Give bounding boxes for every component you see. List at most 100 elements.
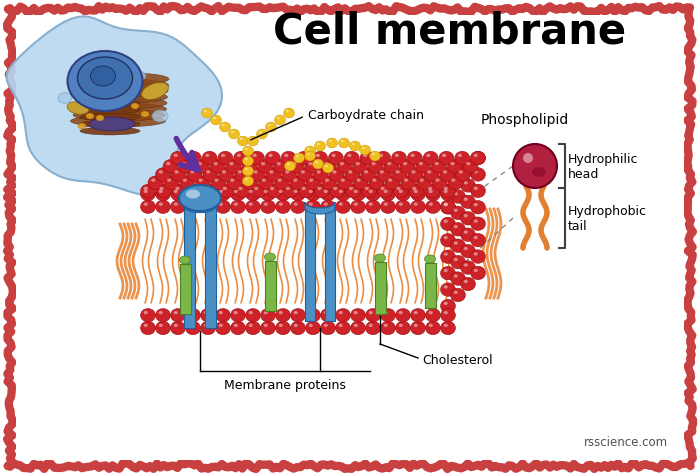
Ellipse shape <box>242 147 253 157</box>
Ellipse shape <box>265 152 280 165</box>
Ellipse shape <box>440 188 456 201</box>
Ellipse shape <box>78 58 132 100</box>
Ellipse shape <box>80 100 140 108</box>
Ellipse shape <box>440 185 456 198</box>
Ellipse shape <box>369 177 384 190</box>
Ellipse shape <box>188 185 203 198</box>
Ellipse shape <box>426 200 440 214</box>
Ellipse shape <box>304 152 316 162</box>
Ellipse shape <box>440 169 455 182</box>
Ellipse shape <box>470 201 486 215</box>
Ellipse shape <box>381 188 395 201</box>
Ellipse shape <box>293 179 298 182</box>
Ellipse shape <box>423 152 438 165</box>
Ellipse shape <box>179 257 190 265</box>
Ellipse shape <box>385 177 400 190</box>
Ellipse shape <box>266 169 281 182</box>
Ellipse shape <box>369 190 373 194</box>
Ellipse shape <box>440 201 456 215</box>
Ellipse shape <box>256 130 267 139</box>
Ellipse shape <box>442 154 446 158</box>
Ellipse shape <box>172 185 187 198</box>
Ellipse shape <box>171 200 186 214</box>
Ellipse shape <box>276 200 290 214</box>
Ellipse shape <box>277 179 281 182</box>
Ellipse shape <box>301 171 305 174</box>
Ellipse shape <box>190 171 195 174</box>
Ellipse shape <box>309 311 313 315</box>
Ellipse shape <box>323 164 333 174</box>
Ellipse shape <box>131 104 139 110</box>
Ellipse shape <box>351 309 365 322</box>
Ellipse shape <box>179 186 221 211</box>
Ellipse shape <box>174 190 178 194</box>
Ellipse shape <box>144 311 148 315</box>
Ellipse shape <box>218 203 223 207</box>
Ellipse shape <box>246 309 260 322</box>
Ellipse shape <box>245 169 248 171</box>
Ellipse shape <box>365 309 381 322</box>
Ellipse shape <box>274 160 288 174</box>
Ellipse shape <box>444 311 448 315</box>
Ellipse shape <box>159 190 163 194</box>
Ellipse shape <box>474 154 478 158</box>
Ellipse shape <box>90 118 134 132</box>
Ellipse shape <box>231 131 234 134</box>
Ellipse shape <box>216 309 230 322</box>
Polygon shape <box>6 17 222 196</box>
Ellipse shape <box>354 203 358 207</box>
Ellipse shape <box>316 171 321 174</box>
Ellipse shape <box>444 302 448 306</box>
Ellipse shape <box>80 121 140 129</box>
Ellipse shape <box>372 154 375 156</box>
Ellipse shape <box>461 179 475 193</box>
Ellipse shape <box>454 176 458 179</box>
Ellipse shape <box>234 152 248 165</box>
Ellipse shape <box>228 130 239 139</box>
Ellipse shape <box>414 190 418 194</box>
Ellipse shape <box>187 169 202 182</box>
Ellipse shape <box>325 179 329 182</box>
Ellipse shape <box>221 154 225 158</box>
Ellipse shape <box>167 179 171 182</box>
Ellipse shape <box>399 203 402 207</box>
Ellipse shape <box>141 112 149 118</box>
Ellipse shape <box>356 163 360 166</box>
Ellipse shape <box>463 165 468 169</box>
Ellipse shape <box>205 154 209 158</box>
Ellipse shape <box>195 160 209 174</box>
Ellipse shape <box>305 200 321 214</box>
Ellipse shape <box>199 179 203 182</box>
Ellipse shape <box>410 322 426 335</box>
Ellipse shape <box>200 200 216 214</box>
Ellipse shape <box>381 200 395 214</box>
Ellipse shape <box>305 322 321 335</box>
Ellipse shape <box>372 179 377 182</box>
Bar <box>325 208 335 321</box>
Ellipse shape <box>461 278 475 291</box>
Ellipse shape <box>200 188 216 201</box>
Ellipse shape <box>226 160 241 174</box>
Ellipse shape <box>410 309 426 322</box>
Ellipse shape <box>326 139 337 149</box>
Ellipse shape <box>474 253 478 256</box>
Bar <box>425 263 436 308</box>
Ellipse shape <box>444 190 448 194</box>
Ellipse shape <box>71 116 165 128</box>
Ellipse shape <box>523 154 533 164</box>
Ellipse shape <box>354 324 358 327</box>
Ellipse shape <box>284 109 295 119</box>
Ellipse shape <box>428 311 433 315</box>
Ellipse shape <box>144 203 148 207</box>
Ellipse shape <box>202 152 217 165</box>
Ellipse shape <box>287 163 290 166</box>
Ellipse shape <box>282 169 297 182</box>
Ellipse shape <box>261 163 265 166</box>
Ellipse shape <box>254 187 258 191</box>
Text: Membrane proteins: Membrane proteins <box>224 378 346 391</box>
Ellipse shape <box>242 177 253 187</box>
Ellipse shape <box>245 163 249 166</box>
Ellipse shape <box>451 174 466 188</box>
Ellipse shape <box>174 154 178 158</box>
Ellipse shape <box>222 125 225 127</box>
